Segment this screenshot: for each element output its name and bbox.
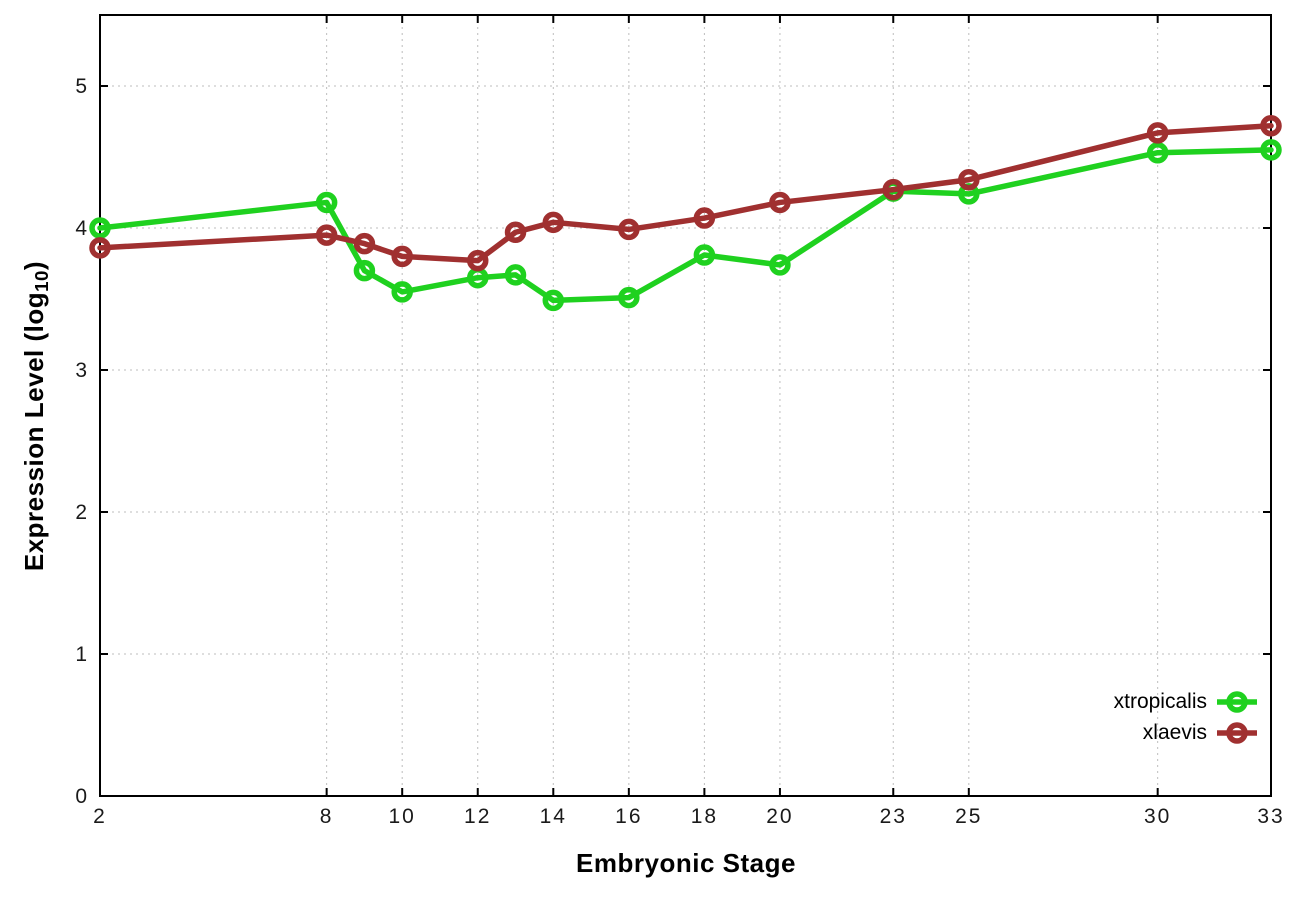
x-tick-label: 25	[955, 805, 982, 828]
data-point-marker	[89, 237, 111, 259]
y-tick-label: 0	[75, 785, 87, 808]
y-axis-title-subscript: 10	[31, 270, 52, 292]
plot-border	[99, 14, 1272, 797]
data-point-marker	[1260, 115, 1282, 137]
y-tick-label: 2	[75, 501, 87, 524]
data-point-marker	[1146, 122, 1169, 144]
legend-item-xtropicalis: xtropicalis	[998, 686, 1258, 717]
data-point-marker	[1146, 141, 1169, 164]
data-point-marker	[693, 244, 716, 266]
x-tick-label: 12	[464, 805, 491, 828]
x-tick-label: 33	[1257, 805, 1284, 828]
data-point-marker	[542, 289, 565, 312]
data-point-marker	[769, 191, 791, 214]
data-point-marker	[353, 259, 376, 282]
data-point-marker	[618, 286, 640, 309]
data-point-marker	[542, 211, 565, 234]
series-xtropicalis	[89, 139, 1282, 312]
x-tick-label: 18	[691, 805, 718, 828]
data-point-marker	[769, 254, 791, 276]
x-axis-title: Embryonic Stage	[576, 848, 796, 878]
data-point-marker	[391, 281, 413, 303]
x-tick-label: 2	[93, 805, 107, 828]
data-point-marker	[958, 168, 980, 191]
x-tick-label: 30	[1144, 805, 1171, 828]
grid-lines	[100, 15, 1271, 796]
y-tick-label: 3	[75, 359, 87, 382]
y-axis-title-close: )	[19, 260, 49, 271]
x-tick-label: 8	[320, 805, 334, 828]
y-tick-labels: 0 1 2 3 4 5	[75, 75, 87, 808]
y-axis-title-main: Expression Level (log	[19, 291, 49, 572]
data-point-marker	[504, 221, 527, 244]
series-xlaevis	[89, 115, 1282, 272]
legend: xtropicalis xlaevis	[998, 686, 1258, 748]
x-tick-label: 14	[540, 805, 567, 828]
x-tick-labels: 2 8 10 12 14 16 18 20 23 25 30 33	[93, 805, 1284, 828]
y-tick-label: 1	[75, 643, 87, 666]
y-axis-title: Expression Level (log10)	[19, 206, 53, 626]
data-point-marker	[1260, 139, 1282, 161]
legend-label: xtropicalis	[1113, 689, 1207, 713]
series-line	[97, 123, 1274, 264]
data-point-marker	[315, 224, 338, 246]
y-tick-label: 5	[75, 75, 87, 98]
legend-marker-sample	[1217, 690, 1257, 713]
x-tick-label: 16	[615, 805, 642, 828]
y-tick-label: 4	[75, 217, 87, 240]
data-point-marker	[89, 217, 111, 239]
legend-label: xlaevis	[1142, 720, 1207, 744]
tick-marks	[99, 15, 1272, 797]
legend-marker-sample	[1217, 721, 1257, 744]
x-tick-label: 20	[766, 805, 793, 828]
data-point-marker	[882, 178, 905, 201]
series-line	[97, 147, 1274, 304]
data-point-marker	[693, 207, 716, 229]
x-tick-label: 23	[880, 805, 907, 828]
data-point-marker	[391, 245, 413, 268]
data-point-marker	[353, 232, 376, 255]
legend-item-xlaevis: xlaevis	[998, 717, 1258, 748]
data-point-marker	[466, 249, 489, 272]
x-tick-label: 10	[389, 805, 416, 828]
data-point-marker	[504, 264, 527, 286]
data-point-marker	[618, 218, 640, 241]
data-point-marker	[315, 191, 338, 214]
